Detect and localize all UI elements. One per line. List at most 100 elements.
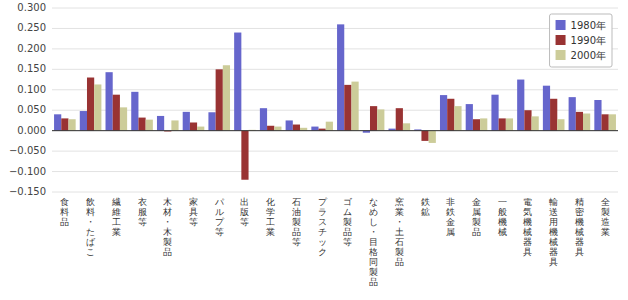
bar <box>506 118 513 130</box>
grid-line <box>52 192 618 193</box>
x-tick-label: 化学工業 <box>266 197 275 237</box>
grid-line <box>52 151 618 152</box>
bar <box>602 114 609 130</box>
legend-label: 1980年 <box>571 20 606 31</box>
baseline <box>52 130 618 131</box>
x-tick-label: 窯業・土石製品 <box>395 197 404 267</box>
bar <box>454 106 461 131</box>
bar <box>473 119 480 130</box>
bar <box>223 65 230 130</box>
bar <box>68 119 75 130</box>
bar <box>532 116 539 130</box>
bar <box>466 104 473 131</box>
bar <box>94 84 101 130</box>
bar <box>583 113 590 130</box>
y-tick-label: 0.250 <box>17 22 46 33</box>
legend-box <box>550 14 612 67</box>
bar <box>326 122 333 131</box>
bar <box>440 95 447 131</box>
x-tick-label: 石油製品等 <box>292 197 301 247</box>
bar <box>80 111 87 131</box>
x-tick-label: 一般機械 <box>498 197 507 237</box>
bar <box>241 131 248 180</box>
legend-label: 1990年 <box>571 35 606 46</box>
x-tick-label: ゴム製品等 <box>343 197 353 247</box>
grid-line <box>52 28 618 29</box>
bar <box>396 108 403 130</box>
bar <box>499 118 506 130</box>
bar <box>311 127 318 131</box>
grid-line <box>52 130 618 131</box>
x-tick-label: 飲料・たばこ <box>86 197 96 257</box>
bar <box>524 110 531 130</box>
bar <box>113 95 120 131</box>
x-tick-label: 金属製品 <box>472 197 481 237</box>
x-tick-label: 木材・木製品 <box>162 197 172 257</box>
bar <box>293 125 300 131</box>
x-axis: 食料品 飲料・たばこ 繊維工業 衣服等 木材・木製品 家具等 パルプ等 出版等 化学工業 石油製品… <box>60 197 609 287</box>
x-tick-label: 非鉄金属 <box>446 197 455 237</box>
y-tick-label: 0.200 <box>17 43 46 54</box>
bar <box>543 86 550 131</box>
y-axis: −0.150−0.100−0.0500.0000.0500.1000.1500.… <box>9 2 46 197</box>
legend-swatch <box>556 20 566 30</box>
bar <box>569 97 576 131</box>
legend-swatch <box>556 35 566 45</box>
bar <box>550 99 557 131</box>
bar <box>106 72 113 130</box>
bar <box>183 112 190 131</box>
x-tick-label: 鉄鉱 <box>421 197 430 217</box>
bar <box>576 112 583 131</box>
bar <box>61 118 68 130</box>
bar <box>216 69 223 130</box>
bar <box>138 118 145 131</box>
x-tick-label: 家具等 <box>189 197 198 227</box>
y-tick-label: 0.100 <box>17 84 46 95</box>
bar <box>131 92 138 131</box>
bar <box>403 123 410 130</box>
x-tick-label: 繊維工業 <box>111 197 121 237</box>
bar <box>120 107 127 130</box>
y-tick-label: 0.050 <box>17 104 46 115</box>
bar <box>234 33 241 131</box>
bar <box>286 120 293 130</box>
x-tick-label: パルプ等 <box>214 197 225 237</box>
legend-label: 2000年 <box>571 50 606 61</box>
bar <box>260 108 267 130</box>
grid-line <box>52 8 618 9</box>
bar <box>351 82 358 131</box>
bar <box>267 126 274 131</box>
bar <box>171 120 178 130</box>
bar <box>208 112 215 130</box>
x-tick-label: なめし・目格同製品 <box>368 197 378 287</box>
bar <box>344 85 351 131</box>
y-tick-label: −0.050 <box>9 145 46 156</box>
bar <box>54 114 61 130</box>
x-tick-label: 精密機械器具 <box>575 197 584 257</box>
bar <box>429 131 436 143</box>
y-tick-label: 0.150 <box>17 63 46 74</box>
x-tick-label: 出版等 <box>240 197 249 227</box>
bar <box>421 131 428 141</box>
bar <box>377 109 384 130</box>
grid <box>52 8 618 192</box>
bar <box>337 24 344 130</box>
bar <box>491 95 498 131</box>
grid-line <box>52 48 618 49</box>
bar <box>480 118 487 130</box>
x-tick-label: 衣服等 <box>138 197 147 227</box>
bar <box>447 99 454 131</box>
bar <box>157 116 164 131</box>
x-tick-label: プラスチック <box>318 197 328 257</box>
bar <box>190 122 197 130</box>
x-tick-label: 食料品 <box>60 197 69 227</box>
bar <box>557 119 564 130</box>
bar <box>517 80 524 131</box>
x-tick-label: 全製造業 <box>601 197 610 237</box>
x-tick-label: 電気機械器具 <box>523 197 532 257</box>
bar <box>197 127 204 131</box>
legend: 1980年 1990年 2000年 <box>550 14 612 67</box>
x-tick-label: 輸送用機械器具 <box>549 197 558 267</box>
bars <box>54 24 616 179</box>
bar <box>87 78 94 131</box>
